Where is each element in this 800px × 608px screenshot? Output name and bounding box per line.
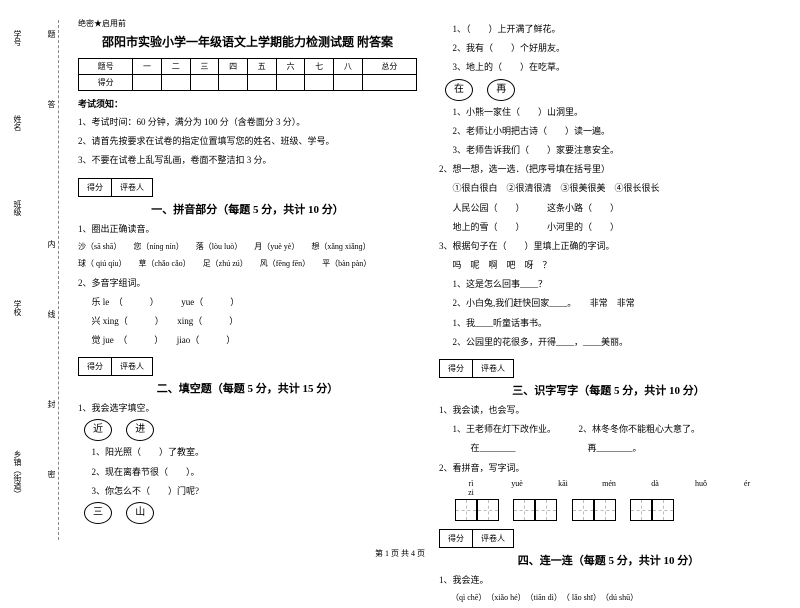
seal-ti: 题 <box>46 30 57 38</box>
notice-item: 3、不要在试卷上乱写乱画，卷面不整洁扣 3 分。 <box>78 152 417 168</box>
score-box: 得分 评卷人 <box>439 529 514 548</box>
score-box: 得分 评卷人 <box>78 357 153 376</box>
oval-char: 山 <box>126 502 154 524</box>
fill-item: 1、阳光照（ ）了教室。 <box>78 444 417 460</box>
oval-pair: 近 进 <box>78 419 417 441</box>
fill-item: 3、你怎么不（ ）门呢? <box>78 483 417 499</box>
fill-item: 1、（ ）上开满了鲜花。 <box>439 21 778 37</box>
section-1-title: 一、拼音部分（每题 5 分，共计 10 分） <box>78 201 417 217</box>
th: 总分 <box>362 59 416 75</box>
secret-label: 绝密★启用前 <box>78 18 417 29</box>
th: 一 <box>133 59 162 75</box>
label-name: 姓名 <box>12 115 23 131</box>
th: 三 <box>190 59 219 75</box>
fill-item: 1、我____听童话事书。 <box>439 315 778 331</box>
exam-title: 邵阳市实验小学一年级语文上学期能力检测试题 附答案 <box>78 33 417 50</box>
fill-item: 地上的雪（ ） 小河里的（ ） <box>439 219 778 235</box>
notice-item: 1、考试时间：60 分钟，满分为 100 分（含卷面分 3 分）。 <box>78 114 417 130</box>
th: 六 <box>276 59 305 75</box>
word-bank: 吗 呢 啊 吧 呀 ？ <box>439 257 778 273</box>
score-box: 得分 评卷人 <box>78 178 153 197</box>
label-xuehao: 学号 <box>12 30 23 46</box>
left-column: 绝密★启用前 邵阳市实验小学一年级语文上学期能力检测试题 附答案 题号 一 二 … <box>78 18 417 608</box>
score-table: 题号 一 二 三 四 五 六 七 八 总分 得分 <box>78 58 417 91</box>
q3-2: 2、看拼音，写字词。 <box>439 460 778 476</box>
right-column: 1、（ ）上开满了鲜花。 2、我有（ ）个好朋友。 3、地上的（ ）在吃草。 在… <box>439 18 778 608</box>
scorebox-b: 评卷人 <box>473 530 513 547</box>
q2-3: 3、根据句子在（ ）里填上正确的字词。 <box>439 238 778 254</box>
label-school: 学校 <box>12 300 23 316</box>
fill-item: 人民公园（ ） 这条小路（ ） <box>439 200 778 216</box>
fill-item: 2、公园里的花很多，开得____，____美丽。 <box>439 334 778 350</box>
seal-feng: 封 <box>46 400 57 408</box>
q4-words: （qì chē） （xiǎo hé） （tiān dì） （ lǎo shī） … <box>439 591 778 605</box>
scorebox-a: 得分 <box>79 179 112 196</box>
fill-item: 1、这是怎么回事____？ <box>439 276 778 292</box>
notice-title: 考试须知： <box>78 97 417 110</box>
fill-item: 2、小白兔,我们赶快回家____。 非常 非常 <box>439 295 778 311</box>
th: 八 <box>334 59 363 75</box>
fill-item: 1、小熊一家住（ ）山洞里。 <box>439 104 778 120</box>
oval-char: 近 <box>84 419 112 441</box>
section-2-title: 二、填空题（每题 5 分，共计 15 分） <box>78 380 417 396</box>
seal-xian: 线 <box>46 310 57 318</box>
q3-item: 在________ 再________。 <box>439 440 778 456</box>
scorebox-b: 评卷人 <box>473 360 513 377</box>
th: 五 <box>247 59 276 75</box>
th: 四 <box>219 59 248 75</box>
scorebox-a: 得分 <box>440 530 473 547</box>
q3-1: 1、我会读，也会写。 <box>439 402 778 418</box>
th: 题号 <box>79 59 133 75</box>
char-grid-row <box>449 497 778 523</box>
page-footer: 第 1 页 共 4 页 <box>0 548 800 559</box>
notice-item: 2、请首先按要求在试卷的指定位置填写您的姓名、班级、学号。 <box>78 133 417 149</box>
q2-2: 2、想一想，选一选．（把序号填在括号里） <box>439 161 778 177</box>
pinyin-row: rì yuè kāi mén dà huǒ ér zi <box>449 479 778 497</box>
seal-nei: 内 <box>46 240 57 248</box>
oval-char: 在 <box>445 79 473 101</box>
score-box: 得分 评卷人 <box>439 359 514 378</box>
q3-item: 1、王老师在灯下改作业。 2、林冬冬你不能粗心大意了。 <box>439 421 778 437</box>
td-label: 得分 <box>79 75 133 91</box>
poly-row: 兴 xing（ ） xing（ ） <box>78 313 417 329</box>
oval-char: 三 <box>84 502 112 524</box>
fill-item: 2、老师让小明把古诗（ ）读一遍。 <box>439 123 778 139</box>
q4-1: 1、我会连。 <box>439 572 778 588</box>
th: 七 <box>305 59 334 75</box>
label-town: 乡镇（街道） <box>12 450 23 498</box>
fill-item: 2、我有（ ）个好朋友。 <box>439 40 778 56</box>
fill-item: 3、地上的（ ）在吃草。 <box>439 59 778 75</box>
th: 二 <box>161 59 190 75</box>
oval-pair: 三 山 <box>78 502 417 524</box>
scorebox-a: 得分 <box>79 358 112 375</box>
oval-pair: 在 再 <box>439 79 778 101</box>
label-class: 班级 <box>12 200 23 216</box>
seal-mi: 密 <box>46 470 57 478</box>
q1-line2: 球（ qiú qíu） 草（chǎo cǎo） 足（zhú zú） 风（fēnɡ… <box>78 257 417 271</box>
options: ①很白很白 ②很清很清 ③很美很美 ④很长很长 <box>439 180 778 196</box>
fill-item: 3、老师告诉我们（ ）家要注意安全。 <box>439 142 778 158</box>
oval-char: 再 <box>487 79 515 101</box>
q1-line1: 沙（sā shā） 您（nínɡ nín） 落（lòu luò） 月（yuè y… <box>78 240 417 254</box>
scorebox-a: 得分 <box>440 360 473 377</box>
scorebox-b: 评卷人 <box>112 179 152 196</box>
scorebox-b: 评卷人 <box>112 358 152 375</box>
fill-item: 2、现在离春节很（ ）。 <box>78 464 417 480</box>
oval-char: 进 <box>126 419 154 441</box>
q1-2: 2、多音字组词。 <box>78 275 417 291</box>
poly-row: 觉 jue （ ） jiao（ ） <box>78 332 417 348</box>
q1-1: 1、圈出正确读音。 <box>78 221 417 237</box>
poly-row: 乐 le （ ） yue（ ） <box>78 294 417 310</box>
seal-da: 答 <box>46 100 57 108</box>
section-3-title: 三、识字写字（每题 5 分，共计 10 分） <box>439 382 778 398</box>
q2-1: 1、我会选字填空。 <box>78 400 417 416</box>
